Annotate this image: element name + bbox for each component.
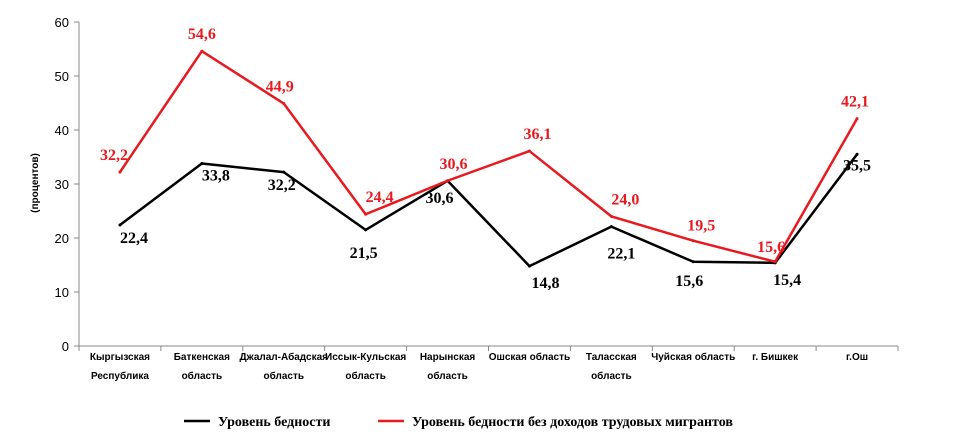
x-tick-label-line: г.Ош xyxy=(846,352,868,363)
data-labels: 22,4 33,8 32,2 21,5 30,6 14,8 22,1 15,6 15,4 35,5… xyxy=(100,26,871,292)
data-point xyxy=(527,264,531,268)
data-point xyxy=(364,228,368,232)
data-label: 21,5 xyxy=(350,245,378,262)
x-tick-label-line: Чуйская область xyxy=(651,351,735,363)
data-point xyxy=(691,239,695,243)
data-point xyxy=(200,49,204,53)
x-tick-label-line: область xyxy=(182,370,223,382)
x-tick-label: Ошская область xyxy=(489,351,570,363)
data-point xyxy=(282,102,286,106)
x-tick-label-line: Ошская область xyxy=(489,351,570,363)
y-tick-label: 60 xyxy=(55,15,69,30)
data-label: 30,6 xyxy=(440,156,468,173)
data-label: 24,4 xyxy=(366,189,394,206)
data-label: 33,8 xyxy=(202,167,230,184)
x-tick-label: Кыргызская Республика xyxy=(90,352,150,382)
x-tick-label: Баткенская область xyxy=(174,352,230,382)
data-label: 54,6 xyxy=(188,26,216,43)
x-tick-label-line: область xyxy=(345,370,386,382)
y-tick-label: 20 xyxy=(55,231,69,246)
data-label: 24,0 xyxy=(611,191,639,208)
y-tick-label: 40 xyxy=(55,123,69,138)
data-label: 15,6 xyxy=(675,273,703,290)
data-point xyxy=(282,170,286,174)
x-tick-label: Иссык-Кульская область xyxy=(325,352,406,382)
y-tick-label: 50 xyxy=(55,69,69,84)
legend-label: Уровень бедности без доходов трудовых ми… xyxy=(412,415,733,430)
x-tick-label-line: Таласская xyxy=(586,352,637,363)
x-tick-label: г.Ош xyxy=(846,352,868,363)
data-label: 15,6 xyxy=(757,239,785,256)
data-label: 14,8 xyxy=(531,275,559,292)
data-point xyxy=(118,170,122,174)
data-point xyxy=(446,179,450,183)
data-label: 44,9 xyxy=(266,79,294,96)
data-point xyxy=(527,149,531,153)
poverty-line xyxy=(119,153,859,268)
axes: 0 10 20 30 40 50 60 Кыргызская Республика Баткенс… xyxy=(55,15,899,382)
x-tick-label: Чуйская область xyxy=(651,351,735,363)
series-lines xyxy=(118,49,859,268)
data-label: 42,1 xyxy=(841,94,869,111)
y-tick-label: 0 xyxy=(62,339,69,354)
data-label: 35,5 xyxy=(843,157,871,174)
y-tick-label: 30 xyxy=(55,177,69,192)
x-tick-label-line: Нарынская xyxy=(420,352,476,363)
y-tick-label: 10 xyxy=(55,285,69,300)
legend-label: Уровень бедности xyxy=(218,415,330,430)
data-label: 32,2 xyxy=(268,177,296,194)
data-point xyxy=(855,152,859,156)
data-point xyxy=(364,212,368,216)
data-point xyxy=(118,223,122,227)
data-point xyxy=(773,260,777,264)
y-axis-label: (процентов) xyxy=(30,153,41,213)
data-point xyxy=(200,161,204,165)
x-tick-label-line: Джалал-Абадская xyxy=(239,351,328,363)
data-label: 30,6 xyxy=(426,190,454,207)
x-tick-label-line: Иссык-Кульская xyxy=(325,352,406,363)
x-tick-label: г. Бишкек xyxy=(752,352,799,363)
x-tick-label-line: область xyxy=(263,370,304,382)
data-point xyxy=(609,225,613,229)
x-tick-label-line: область xyxy=(427,370,468,382)
data-label: 15,4 xyxy=(773,272,801,289)
x-tick-label-line: область xyxy=(591,370,632,382)
x-tick-label-line: Баткенская xyxy=(174,352,230,363)
x-tick-label: Джалал-Абадская область xyxy=(239,351,328,382)
legend: Уровень бедности Уровень бедности без дох… xyxy=(184,415,733,430)
x-tick-label: Таласская область xyxy=(586,352,637,382)
data-label: 36,1 xyxy=(523,126,551,143)
x-tick-label: Нарынская область xyxy=(420,352,476,382)
data-label: 19,5 xyxy=(687,218,715,235)
poverty-no-remit-line xyxy=(118,49,859,264)
data-label: 22,1 xyxy=(607,246,635,263)
x-tick-label-line: Кыргызская xyxy=(90,352,150,363)
data-label: 22,4 xyxy=(120,230,148,247)
data-point xyxy=(691,260,695,264)
x-tick-label-line: г. Бишкек xyxy=(752,352,799,363)
data-label: 32,2 xyxy=(100,147,128,164)
data-point xyxy=(855,117,859,121)
data-point xyxy=(609,214,613,218)
x-tick-label-line: Республика xyxy=(91,370,149,382)
